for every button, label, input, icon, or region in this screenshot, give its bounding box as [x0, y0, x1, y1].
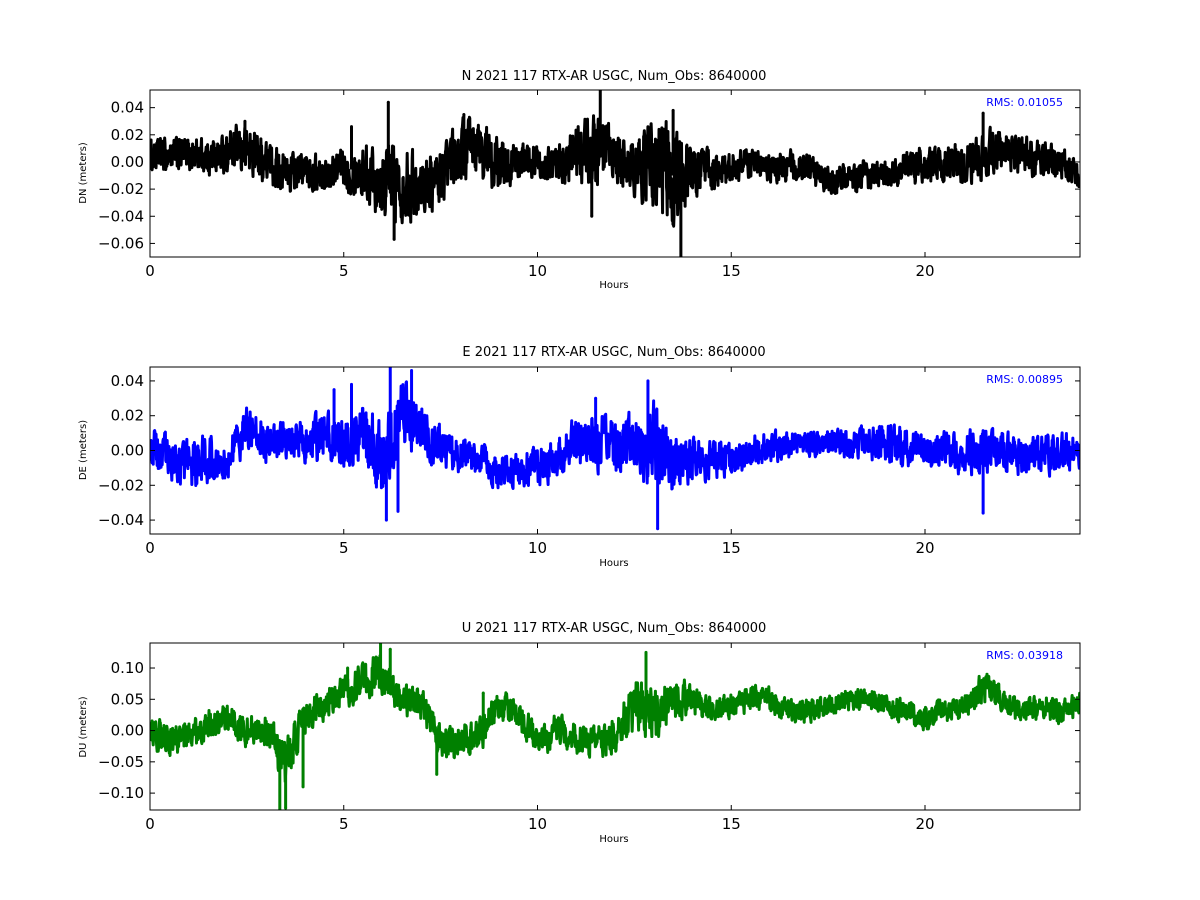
x-tick-label: 20	[915, 539, 934, 557]
spike-point	[981, 511, 985, 515]
spike-point	[350, 125, 353, 129]
subplot-title: N 2021 117 RTX-AR USGC, Num_Obs: 8640000	[462, 69, 767, 84]
x-tick-label: 15	[722, 815, 741, 833]
x-tick-label: 0	[145, 539, 155, 557]
x-tick-label: 5	[339, 815, 349, 833]
subplot-u: U 2021 117 RTX-AR USGC, Num_Obs: 8640000…	[78, 621, 1081, 845]
y-tick-label: 0.02	[111, 407, 144, 425]
y-tick-label: −0.05	[98, 753, 144, 771]
subplot-e: E 2021 117 RTX-AR USGC, Num_Obs: 8640000…	[78, 345, 1081, 569]
spike-point	[985, 672, 989, 676]
series-line	[150, 643, 1080, 810]
x-tick-label: 10	[528, 815, 547, 833]
y-tick-label: −0.02	[98, 180, 144, 198]
y-axis-label: DE (meters)	[78, 420, 89, 480]
y-tick-label: 0.02	[111, 126, 144, 144]
y-tick-label: −0.06	[98, 234, 144, 252]
y-tick-label: −0.02	[98, 476, 144, 494]
subplot-title: U 2021 117 RTX-AR USGC, Num_Obs: 8640000	[462, 621, 767, 636]
y-tick-label: 0.04	[111, 99, 144, 117]
rms-label: RMS: 0.01055	[986, 96, 1063, 109]
spike-point	[346, 666, 350, 670]
y-axis-label: DN (meters)	[78, 142, 89, 204]
spike-point	[590, 214, 594, 218]
y-axis-label: DU (meters)	[78, 696, 89, 757]
x-tick-label: 5	[339, 539, 349, 557]
spike-point	[981, 111, 985, 115]
spike-point	[284, 806, 288, 810]
subplot-title: E 2021 117 RTX-AR USGC, Num_Obs: 8640000	[462, 345, 765, 360]
spike-point	[301, 785, 305, 789]
x-tick-label: 15	[722, 539, 741, 557]
spike-point	[386, 100, 390, 104]
x-axis-label: Hours	[599, 558, 628, 569]
spike-point	[396, 509, 400, 513]
y-tick-label: 0.05	[111, 690, 144, 708]
subplot-n: N 2021 117 RTX-AR USGC, Num_Obs: 8640000…	[78, 69, 1081, 291]
axes-frame	[149, 89, 1081, 258]
series-line	[150, 90, 1080, 257]
x-tick-label: 0	[145, 815, 155, 833]
spike-point	[594, 396, 598, 400]
x-tick-label: 5	[339, 262, 349, 280]
x-tick-label: 10	[528, 262, 547, 280]
y-tick-label: −0.04	[98, 511, 144, 529]
x-tick-label: 20	[915, 815, 934, 833]
series-line	[150, 367, 1080, 529]
spike-point	[646, 379, 650, 383]
spike-point	[332, 388, 336, 392]
spike-point	[481, 691, 485, 695]
y-tick-label: 0.00	[111, 722, 144, 740]
spike-point	[671, 108, 675, 112]
x-axis-label: Hours	[599, 834, 628, 845]
y-tick-label: 0.00	[111, 153, 144, 171]
x-tick-label: 20	[915, 262, 934, 280]
spike-point	[644, 650, 648, 654]
y-tick-label: −0.04	[98, 207, 144, 225]
axes-frame	[149, 642, 1081, 811]
rms-label: RMS: 0.00895	[986, 373, 1063, 386]
x-tick-label: 10	[528, 539, 547, 557]
spike-point	[435, 772, 439, 776]
y-tick-label: 0.10	[111, 659, 144, 677]
y-tick-label: −0.10	[98, 784, 144, 802]
x-tick-label: 0	[145, 262, 155, 280]
spike-point	[243, 119, 247, 123]
x-tick-label: 15	[722, 262, 741, 280]
spike-point	[388, 647, 392, 651]
spike-point	[350, 382, 353, 386]
spike-point	[392, 237, 396, 241]
rms-label: RMS: 0.03918	[986, 649, 1063, 662]
plot-area: 0 5 10 15 20 −0.04 −0.02 0.00 0.02 0.04	[98, 366, 1081, 557]
spike-point	[384, 518, 388, 522]
spike-point	[410, 368, 414, 372]
plot-area: 0 5 10 15 20 −0.10 −0.05 0.00 0.05 0.10	[98, 642, 1081, 833]
y-tick-label: 0.04	[111, 372, 144, 390]
spike-point	[656, 527, 660, 531]
y-tick-label: 0.00	[111, 442, 144, 460]
x-axis-label: Hours	[599, 280, 628, 291]
spike-point	[462, 112, 466, 116]
plot-area: 0 5 10 15 20 −0.06 −0.04 −0.02 0.00 0.02 0.04	[98, 89, 1081, 280]
